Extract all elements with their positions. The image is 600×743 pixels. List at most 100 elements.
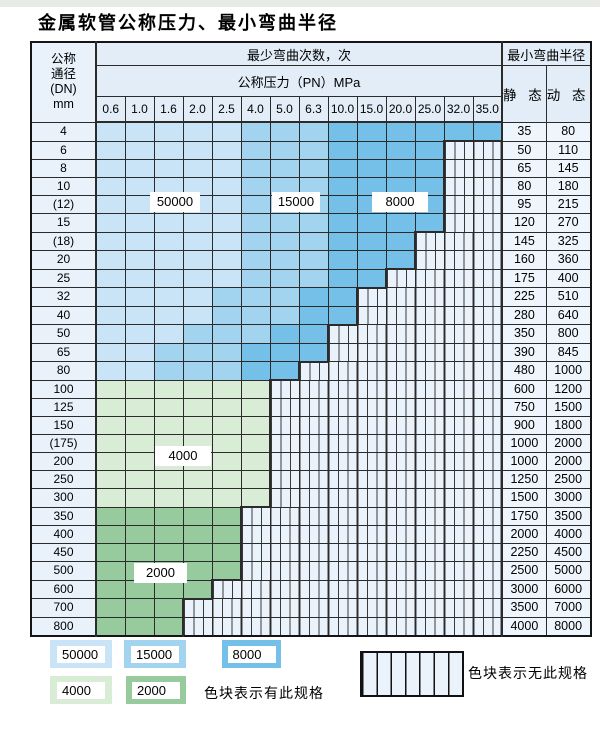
grid-cell (472, 398, 503, 417)
grid-cell (298, 579, 329, 599)
grid-cell (298, 250, 329, 270)
grid-cell (182, 305, 213, 325)
grid-cell (356, 525, 387, 544)
dynamic-radius-cell: 845 (545, 342, 592, 362)
grid-cell (356, 268, 387, 289)
grid-cell (356, 506, 387, 526)
pressure-col-header: 2.0 (182, 96, 213, 123)
grid-cell (443, 305, 474, 325)
grid-cell (182, 268, 213, 288)
grid-cell (124, 379, 155, 399)
dn-cell: 40 (30, 305, 97, 325)
grid-cell (472, 305, 503, 325)
hose-spec-table: 公称 通径 (DN) mm 最少弯曲次数，次 最小弯曲半径 公称压力（PN）MP… (30, 41, 592, 637)
grid-cell (443, 361, 474, 381)
grid-cell (124, 506, 155, 526)
grid-cell (385, 250, 416, 270)
grid-cell (153, 324, 184, 344)
grid-cell (269, 506, 300, 526)
grid-cell (95, 361, 126, 381)
grid-cell (443, 506, 474, 526)
grid-cell (153, 231, 184, 251)
grid-cell (298, 305, 329, 325)
grid-cell (443, 543, 474, 562)
grid-cell (182, 231, 213, 251)
grid-cell (211, 598, 242, 618)
table-row: 250 1250 2500 (30, 470, 592, 489)
grid-cell (153, 416, 184, 435)
pressure-col-header: 35.0 (472, 96, 503, 123)
grid-cell (298, 416, 329, 435)
grid-cell (356, 488, 387, 508)
dn-cell: (12) (30, 195, 97, 214)
grid-cell (443, 416, 474, 435)
grid-cell (356, 361, 387, 381)
grid-cell (298, 268, 329, 288)
grid-cell (153, 361, 184, 381)
grid-cell (240, 525, 271, 544)
grid-cell (240, 416, 271, 435)
grid-cell (414, 506, 445, 526)
pressure-col-header: 25.0 (414, 96, 445, 123)
legend-swatch-4000: 4000 (50, 676, 112, 704)
grid-cell (385, 268, 416, 288)
grid-cell (385, 506, 416, 526)
grid-cell (95, 177, 126, 196)
grid-cell (124, 195, 155, 214)
grid-cell (327, 598, 358, 618)
grid-cell (327, 452, 358, 471)
grid-cell (211, 159, 242, 178)
grid-cell (182, 213, 213, 233)
static-radius-cell: 480 (500, 361, 547, 381)
dynamic-radius-cell: 80 (545, 121, 592, 142)
dn-cell: 65 (30, 342, 97, 362)
grid-cell (472, 140, 503, 160)
grid-cell (240, 342, 271, 362)
grid-cell (211, 434, 242, 453)
grid-cell (269, 213, 300, 233)
dynamic-radius-cell: 800 (545, 324, 592, 344)
grid-cell (95, 140, 126, 160)
grid-cell (95, 434, 126, 453)
grid-cell (385, 287, 416, 307)
grid-cell (211, 177, 242, 196)
grid-cell (385, 140, 416, 160)
grid-cell (153, 121, 184, 142)
dn-cell: 250 (30, 470, 97, 489)
grid-cell (327, 379, 358, 399)
static-radius-cell: 280 (500, 305, 547, 325)
grid-cell (472, 379, 503, 399)
grid-cell (385, 616, 416, 636)
grid-cell (95, 250, 126, 270)
grid-cell (182, 561, 213, 581)
grid-cell (153, 140, 184, 160)
grid-cell (182, 470, 213, 489)
grid-cell (95, 268, 126, 288)
table-row: 200 1000 2000 (30, 452, 592, 471)
grid-cell (414, 342, 445, 362)
dn-cell: 300 (30, 488, 97, 508)
grid-cell (385, 342, 416, 362)
grid-cell (327, 543, 358, 562)
grid-cell (240, 543, 271, 562)
grid-cell (385, 561, 416, 581)
grid-cell (414, 598, 445, 618)
table-row: 4 35 80 (30, 121, 592, 142)
static-radius-cell: 1500 (500, 488, 547, 508)
table-row: 450 2250 4500 (30, 543, 592, 562)
grid-cell (211, 488, 242, 508)
grid-cell (414, 177, 445, 196)
grid-cell (211, 213, 242, 233)
grid-cell (124, 305, 155, 325)
dn-cell: 15 (30, 213, 97, 233)
grid-cell (240, 561, 271, 581)
grid-cell (153, 213, 184, 233)
grid-cell (182, 121, 213, 142)
grid-cell (240, 452, 271, 471)
grid-cell (414, 140, 445, 160)
grid-cell (153, 598, 184, 618)
static-radius-cell: 2000 (500, 525, 547, 544)
table-row: 80 480 1000 (30, 361, 592, 381)
grid-cell (414, 561, 445, 581)
grid-cell (472, 488, 503, 508)
